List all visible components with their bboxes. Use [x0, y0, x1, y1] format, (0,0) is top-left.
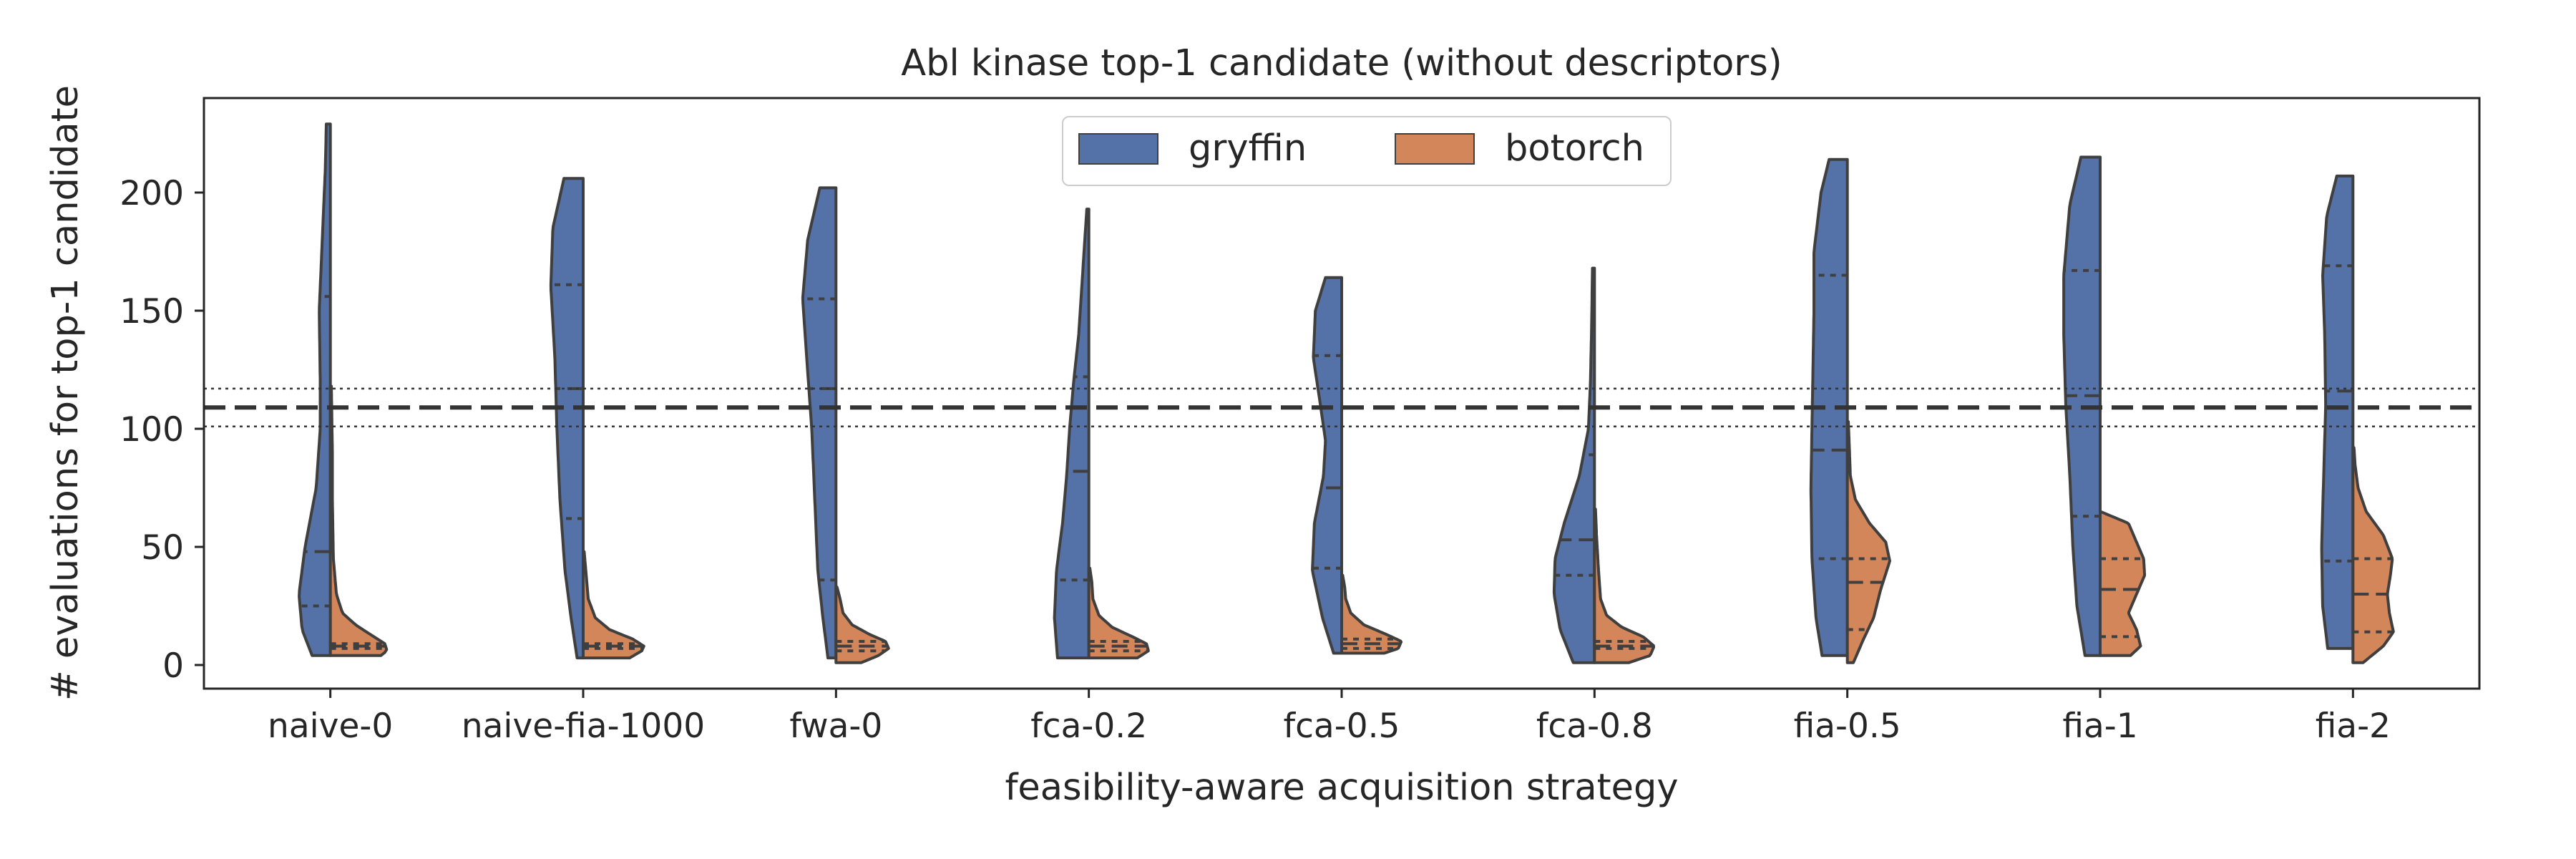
- violin-botorch-fia-1: [2099, 510, 2147, 657]
- violin-gryffin-fca-0.8: [1552, 266, 1596, 664]
- violin-botorch-naive-0: [328, 384, 389, 657]
- x-tick-label-fia-0.5: fia-0.5: [1794, 707, 1901, 746]
- x-axis-label: feasibility-aware acquisition strategy: [1005, 767, 1678, 809]
- legend: gryffin botorch: [1062, 116, 1672, 186]
- y-axis: 0 50 100 150 200: [119, 174, 204, 686]
- violin-gryffin-fca-0.5: [1311, 276, 1343, 655]
- x-tick-label-fca-0.5: fca-0.5: [1284, 707, 1400, 746]
- x-tick-label-fia-1: fia-1: [2062, 707, 2137, 746]
- y-axis-label: # evaluations for top-1 candidate: [44, 85, 87, 701]
- violin-botorch-fca-0.8: [1593, 508, 1655, 664]
- x-tick-label-fia-2: fia-2: [2316, 707, 2391, 746]
- y-tick-label-100: 100: [119, 410, 184, 450]
- plot-area: [298, 122, 2395, 664]
- violin-gryffin-fca-0.2: [1053, 208, 1091, 660]
- violin-botorch-fca-0.5: [1340, 573, 1403, 655]
- x-tick-label-fwa-0: fwa-0: [789, 707, 882, 746]
- y-tick-label-0: 0: [162, 646, 184, 686]
- violin-gryffin-fia-0.5: [1809, 157, 1849, 657]
- violin-botorch-fia-2: [2351, 446, 2395, 664]
- violin-gryffin-naive-0: [298, 122, 332, 657]
- legend-label-botorch: botorch: [1505, 127, 1644, 170]
- legend-swatch-botorch: [1395, 133, 1475, 165]
- x-tick-label-fca-0.8: fca-0.8: [1536, 707, 1653, 746]
- violin-botorch-fca-0.2: [1087, 566, 1150, 660]
- x-tick-label-naive-fia-1000: naive-fia-1000: [462, 707, 705, 746]
- legend-swatch-gryffin: [1078, 133, 1158, 165]
- y-tick-label-200: 200: [119, 174, 184, 213]
- x-tick-label-naive-0: naive-0: [268, 707, 393, 746]
- chart-title: Abl kinase top-1 candidate (without desc…: [901, 42, 1782, 84]
- violin-gryffin-naive-fia-1000: [549, 177, 585, 660]
- violin-botorch-naive-fia-1000: [582, 550, 645, 660]
- violin-gryffin-fia-2: [2320, 174, 2355, 650]
- reference-lines: [204, 387, 2479, 427]
- x-tick-label-fca-0.2: fca-0.2: [1030, 707, 1147, 746]
- legend-label-gryffin: gryffin: [1189, 127, 1307, 170]
- y-tick-label-50: 50: [141, 528, 184, 568]
- violin-botorch-fwa-0: [834, 586, 890, 664]
- violin-botorch-fia-0.5: [1845, 420, 1891, 664]
- legend-frame: [1062, 116, 1672, 186]
- y-tick-label-150: 150: [119, 292, 184, 331]
- violin-gryffin-fwa-0: [801, 186, 838, 660]
- x-axis: naive-0 naive-fia-1000 fwa-0 fca-0.2 fca-0.5…: [268, 689, 2391, 746]
